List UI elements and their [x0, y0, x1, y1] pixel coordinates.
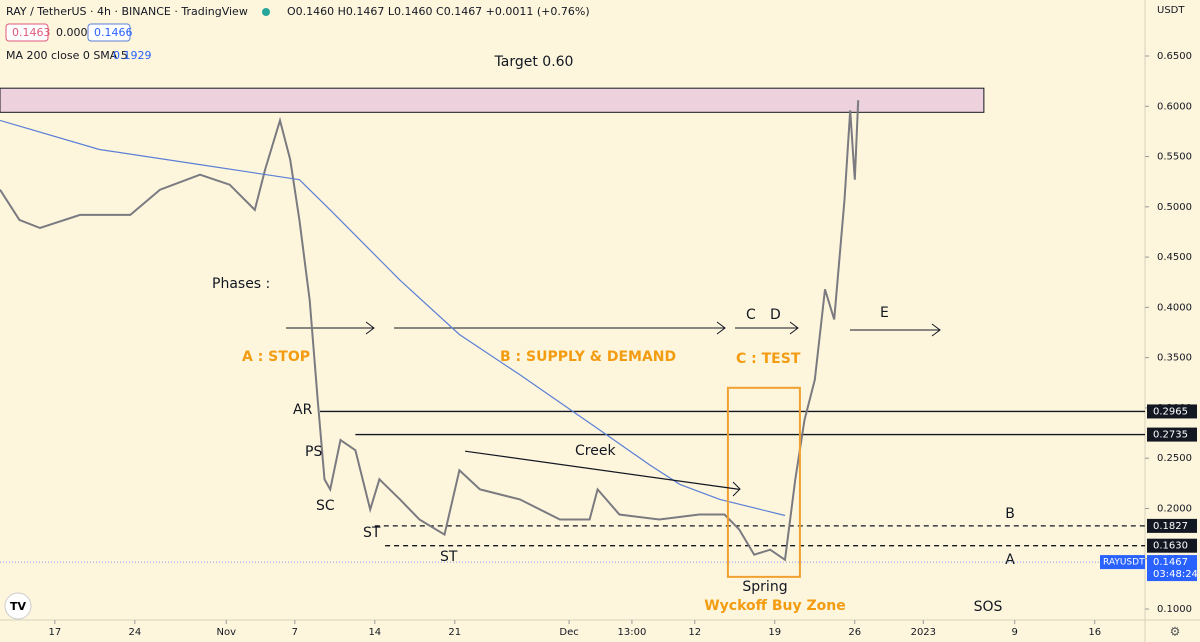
x-tick-label: 19: [768, 627, 781, 638]
x-tick-label: 9: [1012, 627, 1018, 638]
annotation: PS: [305, 444, 322, 460]
annotation: ST: [363, 525, 381, 541]
annotation: ST: [440, 549, 458, 565]
x-tick-label: 2023: [911, 627, 936, 638]
x-tick-label: 16: [1088, 627, 1101, 638]
level-label: 0.1630: [1153, 541, 1188, 552]
annotation: B : SUPPLY & DEMAND: [500, 349, 676, 365]
y-tick-label: 0.5000: [1157, 202, 1192, 213]
annotation: B: [1005, 506, 1015, 522]
price-label: 0.1467: [1153, 557, 1188, 568]
bid: 0.1463: [12, 26, 51, 39]
y-tick-label: 0.2500: [1157, 453, 1192, 464]
y-tick-label: 0.3500: [1157, 353, 1192, 364]
x-tick-label: 21: [448, 627, 461, 638]
annotation: A : STOP: [242, 349, 310, 365]
level-tag: [1147, 404, 1197, 419]
level-label: 0.2965: [1153, 406, 1188, 417]
creek-line: [465, 450, 740, 490]
ask: 0.1466: [94, 26, 133, 39]
arrow: [394, 321, 726, 335]
x-tick-label: 7: [292, 627, 298, 638]
price-tag: [1147, 555, 1197, 582]
status-dot: [262, 8, 270, 16]
x-tick-label: 24: [128, 627, 141, 638]
bid-box: [5, 23, 49, 42]
annotation: Spring: [742, 579, 787, 595]
y-tick-label: 0.4500: [1157, 252, 1192, 263]
arrow: [735, 321, 799, 335]
price-tag: [1100, 555, 1145, 570]
ohlc: O0.1460 H0.1467 L0.1460 C0.1467 +0.0011 …: [287, 5, 590, 18]
x-tick-label: 14: [368, 627, 381, 638]
y-tick-label: 0.5500: [1157, 152, 1192, 163]
arrow: [286, 321, 375, 335]
annotation: D: [770, 307, 781, 323]
annotation: A: [1005, 552, 1015, 568]
symbol: RAY / TetherUS · 4h · BINANCE · TradingV…: [6, 5, 248, 18]
annotation: SOS: [974, 599, 1003, 615]
annotation: Target 0.60: [494, 54, 574, 70]
level-tag: [1147, 427, 1197, 442]
x-tick-label: 13:00: [618, 627, 647, 638]
ma-legend: MA 200 close 0 SMA 5: [6, 49, 128, 62]
y-tick-label: 0.6000: [1157, 101, 1192, 112]
annotation: C: [746, 307, 756, 323]
ask-box: [87, 23, 131, 42]
annotation: SC: [316, 498, 335, 514]
annotation: AR: [293, 402, 313, 418]
arrow: [850, 323, 941, 337]
level-tag: [1147, 538, 1197, 553]
annotation: Creek: [575, 443, 616, 459]
x-tick-label: 26: [848, 627, 861, 638]
buy-zone: [726, 386, 801, 578]
settings-icon[interactable]: ⚙: [1170, 625, 1181, 639]
annotation: E: [880, 305, 889, 321]
arrow: [732, 481, 741, 497]
countdown: 03:48:24: [1153, 569, 1198, 580]
x-tick-label: 12: [688, 627, 701, 638]
price-symbol: RAYUSDT: [1103, 558, 1145, 568]
level-label: 0.2735: [1153, 430, 1188, 441]
annotation: Phases :: [212, 276, 270, 292]
y-tick-label: 0.6500: [1157, 51, 1192, 62]
level-tag: [1147, 518, 1197, 533]
ma-value: 0.1929: [113, 49, 152, 62]
currency: USDT: [1157, 5, 1185, 16]
y-tick-label: 0.4000: [1157, 302, 1192, 313]
spread: 0.0003: [56, 26, 95, 39]
y-tick-label: 0.1000: [1157, 604, 1192, 615]
x-tick-label: 17: [48, 627, 61, 638]
price-line: [0, 100, 860, 562]
annotation: C : TEST: [736, 351, 801, 367]
target-zone: [0, 87, 985, 113]
tv-logo: TV: [4, 592, 32, 620]
level-label: 0.1827: [1153, 521, 1188, 532]
y-tick-label: 0.2000: [1157, 503, 1192, 514]
ma-line: [0, 119, 786, 517]
svg-text:TV: TV: [10, 600, 27, 613]
x-tick-label: Dec: [559, 627, 578, 638]
annotation: Wyckoff Buy Zone: [704, 598, 846, 614]
arrows: [286, 321, 941, 497]
x-tick-label: Nov: [216, 627, 236, 638]
